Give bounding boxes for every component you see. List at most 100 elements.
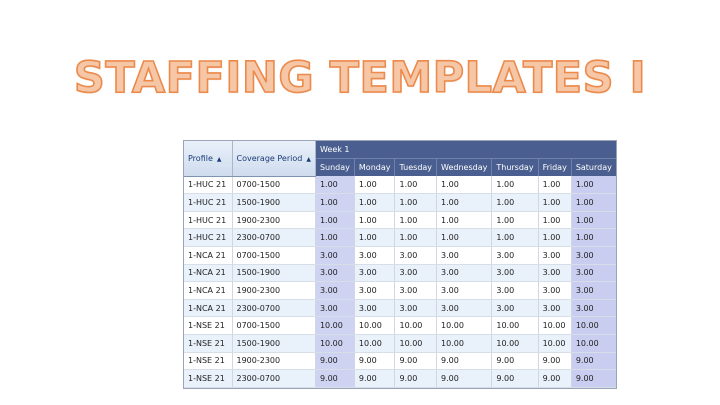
cell-thursday[interactable]: 10.00 <box>491 334 539 353</box>
cell-monday[interactable]: 1.00 <box>353 228 395 248</box>
cell-coverage-period[interactable]: 2300-0700 <box>232 369 316 388</box>
cell-profile[interactable]: 1-NSE 21 <box>184 352 233 371</box>
cell-saturday[interactable]: 3.00 <box>570 246 616 265</box>
cell-wednesday[interactable]: 3.00 <box>436 264 492 283</box>
cell-thursday[interactable]: 9.00 <box>491 369 539 388</box>
cell-wednesday[interactable]: 10.00 <box>436 316 492 336</box>
cell-thursday[interactable]: 9.00 <box>491 352 539 371</box>
table-row[interactable]: 1-NSE 21 0700-1500 10.00 10.00 10.00 10.00 10.… <box>184 316 616 336</box>
cell-sunday[interactable]: 9.00 <box>314 352 355 371</box>
cell-thursday[interactable]: 1.00 <box>491 193 539 212</box>
cell-friday[interactable]: 1.00 <box>537 193 572 212</box>
table-row[interactable]: 1-NCA 21 2300-0700 3.00 3.00 3.00 3.00 3.00 3.0… <box>184 299 616 318</box>
cell-thursday[interactable]: 10.00 <box>491 316 539 336</box>
cell-profile[interactable]: 1-NCA 21 <box>184 299 233 318</box>
cell-wednesday[interactable]: 3.00 <box>436 299 492 318</box>
cell-tuesday[interactable]: 10.00 <box>394 316 437 336</box>
cell-friday[interactable]: 1.00 <box>537 176 572 195</box>
cell-monday[interactable]: 3.00 <box>353 299 395 318</box>
cell-saturday[interactable]: 10.00 <box>570 316 616 336</box>
cell-tuesday[interactable]: 3.00 <box>394 281 437 300</box>
cell-wednesday[interactable]: 10.00 <box>436 334 492 353</box>
cell-monday[interactable]: 9.00 <box>353 369 395 388</box>
cell-profile[interactable]: 1-HUC 21 <box>184 211 233 230</box>
cell-profile[interactable]: 1-HUC 21 <box>184 176 233 195</box>
cell-saturday[interactable]: 9.00 <box>570 369 616 388</box>
table-row[interactable]: 1-HUC 21 1500-1900 1.00 1.00 1.00 1.00 1.00 1.0… <box>184 193 616 212</box>
cell-friday[interactable]: 3.00 <box>537 246 572 265</box>
cell-sunday[interactable]: 1.00 <box>314 228 355 248</box>
column-header-coverage-period[interactable]: Coverage Period ▲ <box>232 141 316 177</box>
cell-thursday[interactable]: 3.00 <box>491 264 539 283</box>
cell-coverage-period[interactable]: 1900-2300 <box>232 211 316 230</box>
cell-friday[interactable]: 3.00 <box>537 281 572 300</box>
cell-sunday[interactable]: 3.00 <box>314 281 355 300</box>
cell-sunday[interactable]: 3.00 <box>314 246 355 265</box>
cell-wednesday[interactable]: 1.00 <box>436 228 492 248</box>
cell-profile[interactable]: 1-HUC 21 <box>184 193 233 212</box>
cell-friday[interactable]: 3.00 <box>537 264 572 283</box>
table-row[interactable]: 1-NCA 21 0700-1500 3.00 3.00 3.00 3.00 3.00 3.0… <box>184 246 616 265</box>
cell-sunday[interactable]: 3.00 <box>314 264 355 283</box>
cell-profile[interactable]: 1-NCA 21 <box>184 281 233 300</box>
cell-wednesday[interactable]: 1.00 <box>436 211 492 230</box>
column-header-thursday[interactable]: Thursday <box>491 158 539 177</box>
cell-monday[interactable]: 3.00 <box>353 246 395 265</box>
cell-friday[interactable]: 1.00 <box>537 211 572 230</box>
table-row[interactable]: 1-NSE 21 2300-0700 9.00 9.00 9.00 9.00 9.00 9.0… <box>184 369 616 388</box>
cell-monday[interactable]: 10.00 <box>353 316 395 336</box>
cell-friday[interactable]: 3.00 <box>537 299 572 318</box>
cell-monday[interactable]: 1.00 <box>353 193 395 212</box>
cell-coverage-period[interactable]: 1500-1900 <box>232 193 316 212</box>
cell-thursday[interactable]: 3.00 <box>491 281 539 300</box>
cell-tuesday[interactable]: 9.00 <box>394 352 437 371</box>
cell-tuesday[interactable]: 3.00 <box>394 246 437 265</box>
table-row[interactable]: 1-HUC 21 1900-2300 1.00 1.00 1.00 1.00 1.00 1.0… <box>184 211 616 230</box>
column-header-monday[interactable]: Monday <box>353 158 395 177</box>
cell-tuesday[interactable]: 3.00 <box>394 264 437 283</box>
cell-thursday[interactable]: 1.00 <box>491 228 539 248</box>
cell-profile[interactable]: 1-NSE 21 <box>184 369 233 388</box>
cell-sunday[interactable]: 10.00 <box>314 316 355 336</box>
cell-sunday[interactable]: 10.00 <box>314 334 355 353</box>
cell-monday[interactable]: 10.00 <box>353 334 395 353</box>
cell-wednesday[interactable]: 1.00 <box>436 193 492 212</box>
cell-friday[interactable]: 10.00 <box>537 334 572 353</box>
cell-sunday[interactable]: 9.00 <box>314 369 355 388</box>
cell-profile[interactable]: 1-NSE 21 <box>184 334 233 353</box>
cell-tuesday[interactable]: 10.00 <box>394 334 437 353</box>
cell-thursday[interactable]: 1.00 <box>491 211 539 230</box>
cell-monday[interactable]: 3.00 <box>353 264 395 283</box>
cell-coverage-period[interactable]: 1900-2300 <box>232 281 316 300</box>
cell-wednesday[interactable]: 1.00 <box>436 176 492 195</box>
cell-tuesday[interactable]: 1.00 <box>394 176 437 195</box>
cell-saturday[interactable]: 3.00 <box>570 281 616 300</box>
cell-saturday[interactable]: 3.00 <box>570 264 616 283</box>
cell-tuesday[interactable]: 1.00 <box>394 228 437 248</box>
cell-thursday[interactable]: 1.00 <box>491 176 539 195</box>
cell-tuesday[interactable]: 3.00 <box>394 299 437 318</box>
cell-sunday[interactable]: 1.00 <box>314 211 355 230</box>
cell-coverage-period[interactable]: 0700-1500 <box>232 316 316 336</box>
cell-friday[interactable]: 1.00 <box>537 228 572 248</box>
cell-tuesday[interactable]: 1.00 <box>394 193 437 212</box>
cell-saturday[interactable]: 1.00 <box>570 211 616 230</box>
cell-thursday[interactable]: 3.00 <box>491 299 539 318</box>
column-header-friday[interactable]: Friday <box>537 158 572 177</box>
cell-sunday[interactable]: 3.00 <box>314 299 355 318</box>
cell-saturday[interactable]: 1.00 <box>570 176 616 195</box>
cell-wednesday[interactable]: 3.00 <box>436 246 492 265</box>
cell-coverage-period[interactable]: 1500-1900 <box>232 264 316 283</box>
cell-coverage-period[interactable]: 1900-2300 <box>232 352 316 371</box>
table-row[interactable]: 1-NSE 21 1500-1900 10.00 10.00 10.00 10.00 10.… <box>184 334 616 353</box>
table-row[interactable]: 1-HUC 21 0700-1500 1.00 1.00 1.00 1.00 1.00 1.0… <box>184 176 616 195</box>
cell-wednesday[interactable]: 9.00 <box>436 369 492 388</box>
cell-coverage-period[interactable]: 2300-0700 <box>232 299 316 318</box>
cell-profile[interactable]: 1-NCA 21 <box>184 264 233 283</box>
column-header-tuesday[interactable]: Tuesday <box>394 158 437 177</box>
column-header-sunday[interactable]: Sunday <box>314 158 355 177</box>
cell-monday[interactable]: 9.00 <box>353 352 395 371</box>
cell-saturday[interactable]: 10.00 <box>570 334 616 353</box>
table-row[interactable]: 1-NCA 21 1500-1900 3.00 3.00 3.00 3.00 3.00 3.0… <box>184 264 616 283</box>
cell-coverage-period[interactable]: 1500-1900 <box>232 334 316 353</box>
